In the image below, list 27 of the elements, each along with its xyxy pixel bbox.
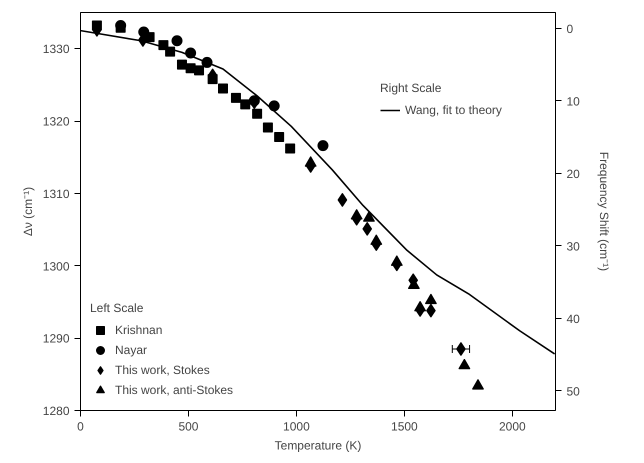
y2-tick-label: 50 [566,384,580,398]
y-tick-label: 1300 [42,259,70,274]
legend-label: Krishnan [115,323,162,337]
legend-label: Nayar [115,343,148,357]
annotation: Right Scale [380,81,442,95]
x-tick-label: 500 [178,420,199,434]
y-axis-title: Δν (cm⁻¹) [20,186,35,236]
legend-label: Wang, fit to theory [405,103,502,117]
legend-title: Left Scale [90,301,144,315]
y2-tick-label: 40 [566,312,580,326]
y2-tick-label: 10 [566,94,580,108]
y2-tick-label: 30 [566,239,580,254]
x-tick-label: 1000 [283,420,310,434]
y2-tick-label: 20 [566,166,580,181]
x-axis-title: Temperature (K) [274,438,362,452]
y-tick-label: 1320 [42,114,70,129]
y-tick-label: 1280 [42,404,70,418]
legend-label: This work, anti-Stokes [115,383,234,397]
x-tick-label: 1500 [391,420,418,434]
y2-axis-title: Frequency Shift (cm⁻¹) [596,152,611,272]
y2-tick-label: 0 [566,22,574,36]
y-tick-label: 1290 [42,332,70,346]
legend-label: This work, Stokes [115,363,210,377]
x-tick-label: 0 [77,420,84,434]
y-tick-label: 1310 [42,186,70,201]
x-tick-label: 2000 [498,420,526,434]
y-tick-label: 1330 [42,42,70,56]
